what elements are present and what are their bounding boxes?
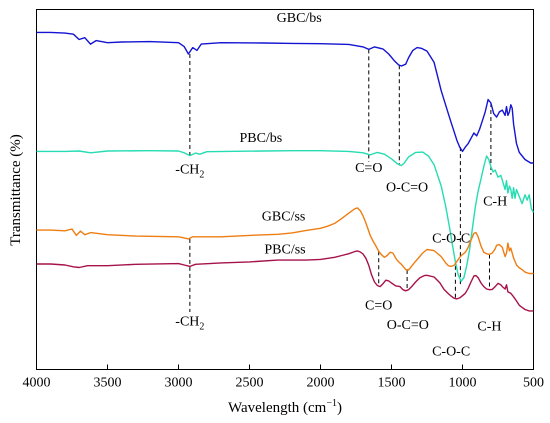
series-line-pbc-ss <box>36 250 534 312</box>
series-label: GBC/ss <box>262 210 306 225</box>
series-label: GBC/bs <box>277 11 322 26</box>
series-label: PBC/bs <box>239 131 282 146</box>
x-axis-title: Wavelength (cm−1) <box>228 398 342 416</box>
peak-annotation-main: O-C=O <box>386 180 428 195</box>
peak-annotation-main: C=O <box>355 161 382 176</box>
peak-annotation: C-O-C <box>432 231 470 246</box>
peak-annotation: -CH2 <box>175 314 204 332</box>
x-tick-label: 1000 <box>449 376 477 391</box>
series-line-gbc-ss <box>36 207 534 275</box>
peak-annotation: C-H <box>477 320 501 335</box>
series-layer <box>36 31 535 312</box>
peak-annotation-main: O-C=O <box>387 318 429 333</box>
x-tick-label: 3500 <box>94 376 122 391</box>
peak-annotation-main: C-H <box>483 194 507 209</box>
annotation-lines <box>189 49 492 312</box>
x-axis-title-sup: −1 <box>326 398 337 409</box>
peak-annotation: C-H <box>483 194 507 209</box>
peak-annotation-main: C=O <box>365 299 392 314</box>
peak-annotation: C=O <box>355 161 382 176</box>
x-axis-title-close: ) <box>337 400 342 416</box>
peak-annotation-main: C-O-C <box>432 344 470 359</box>
x-tick-label: 1500 <box>378 376 406 391</box>
peak-annotation: C=O <box>365 299 392 314</box>
x-tick-label: 2000 <box>307 376 335 391</box>
peak-annotation: C-O-C <box>432 344 470 359</box>
peak-annotation: O-C=O <box>387 318 429 333</box>
peak-annotation-main: C-O-C <box>432 231 470 246</box>
peak-annotation-sub: 2 <box>199 321 204 332</box>
peak-annotation: O-C=O <box>386 180 428 195</box>
y-axis-title: Transmittance (%) <box>8 134 24 246</box>
series-label: PBC/ss <box>264 242 305 257</box>
x-axis-title-main: Wavelength (cm <box>228 400 327 416</box>
series-line-pbc-bs <box>36 150 535 282</box>
x-tick-label: 500 <box>523 376 544 391</box>
peak-annotation-main: C-H <box>477 320 501 335</box>
peak-annotation: -CH2 <box>175 163 204 181</box>
peak-annotation-main: -CH <box>175 163 199 178</box>
x-tick-label: 4000 <box>23 376 51 391</box>
x-axis-ticks: 4000 3500 3000 2500 2000 1500 1000 500 <box>23 364 544 391</box>
x-tick-label: 3000 <box>165 376 193 391</box>
x-tick-label: 2500 <box>236 376 264 391</box>
series-line-gbc-bs <box>36 31 534 164</box>
plot-frame <box>36 9 534 370</box>
peak-annotation-sub: 2 <box>199 170 204 181</box>
peak-annotation-main: -CH <box>175 314 199 329</box>
